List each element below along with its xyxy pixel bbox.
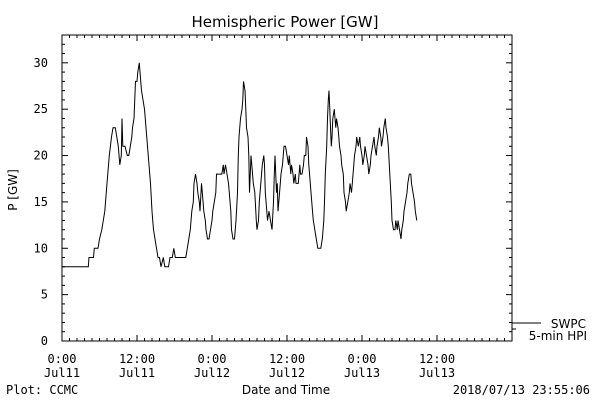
x-tick-time: 0:00 bbox=[48, 352, 77, 366]
x-tick-date: Jul13 bbox=[419, 366, 455, 380]
x-tick-time: 12:00 bbox=[119, 352, 155, 366]
y-axis: 0 5 10 15 20 25 30 bbox=[34, 34, 512, 348]
chart-title: Hemispheric Power [GW] bbox=[192, 13, 379, 31]
legend: SWPC 5-min HPI bbox=[512, 317, 587, 343]
series-group bbox=[62, 62, 418, 268]
y-tick-label: 15 bbox=[34, 195, 48, 209]
y-tick-label: 5 bbox=[41, 288, 48, 302]
x-tick-date: Jul12 bbox=[194, 366, 230, 380]
legend-label-swpc: SWPC bbox=[551, 317, 586, 331]
y-axis-label: P [GW] bbox=[6, 169, 20, 211]
x-tick-date: Jul12 bbox=[269, 366, 305, 380]
y-tick-label: 0 bbox=[41, 334, 48, 348]
x-axis-label: Date and Time bbox=[242, 383, 330, 397]
plot-credit: Plot: CCMC bbox=[6, 383, 78, 397]
x-tick-date: Jul11 bbox=[119, 366, 155, 380]
series-line-swpc bbox=[62, 62, 418, 268]
x-tick-time: 0:00 bbox=[198, 352, 227, 366]
x-tick-time: 12:00 bbox=[269, 352, 305, 366]
y-tick-label: 25 bbox=[34, 102, 48, 116]
plot-frame bbox=[61, 34, 513, 342]
x-axis: 0:00Jul1112:00Jul110:00Jul1212:00Jul120:… bbox=[44, 35, 513, 380]
y-tick-label: 30 bbox=[34, 56, 48, 70]
y-tick-label: 10 bbox=[34, 241, 48, 255]
x-tick-time: 0:00 bbox=[348, 352, 377, 366]
y-tick-label: 20 bbox=[34, 149, 48, 163]
x-tick-time: 12:00 bbox=[419, 352, 455, 366]
x-tick-date: Jul13 bbox=[344, 366, 380, 380]
plot-timestamp: 2018/07/13 23:55:06 bbox=[453, 383, 590, 397]
legend-label-hpi: 5-min HPI bbox=[529, 329, 587, 343]
x-tick-date: Jul11 bbox=[44, 366, 80, 380]
